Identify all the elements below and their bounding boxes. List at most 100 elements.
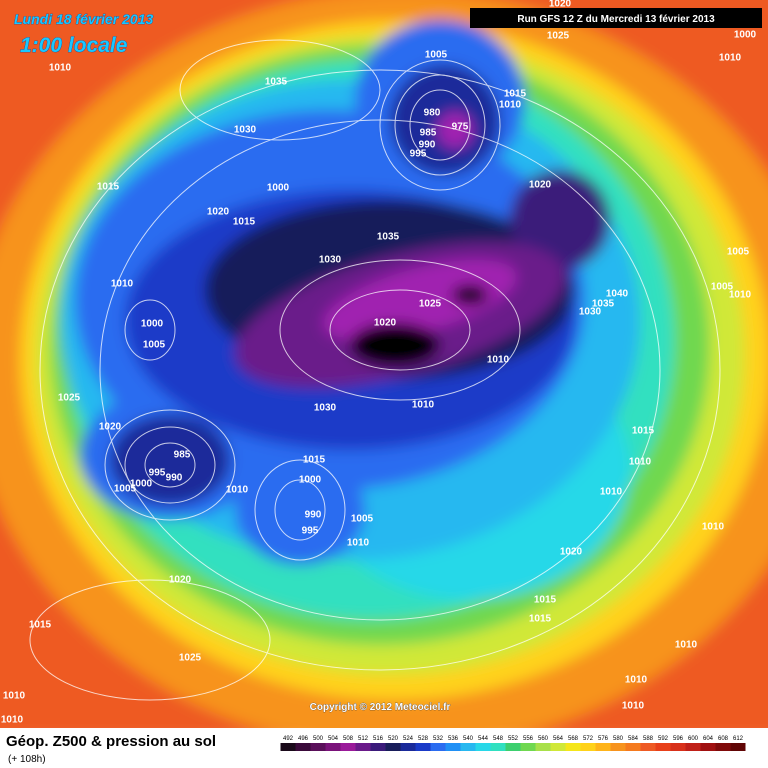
legend-swatch [505,743,521,751]
legend-swatch [610,743,626,751]
isobar-label: 980 [424,108,441,119]
legend-tick-label: 504 [328,736,339,742]
legend-swatch [370,743,386,751]
isobar-label: 1030 [314,403,337,414]
legend-swatch [565,743,581,751]
isobar-label: 1005 [143,340,166,351]
isobar-label: 1010 [499,100,522,111]
legend-tick-label: 512 [358,736,369,742]
legend-tick-label: 568 [568,736,579,742]
legend-tick-label: 608 [718,736,729,742]
legend-tick-label: 516 [373,736,384,742]
legend-tick-label: 580 [613,736,624,742]
legend-tick-label: 572 [583,736,594,742]
legend-swatch [520,743,536,751]
legend-swatch [490,743,506,751]
isobar-label: 1015 [97,182,120,193]
isobar-label: 985 [174,450,191,461]
isobar-label: 1005 [351,514,374,525]
legend-swatch [400,743,416,751]
isobar-label: 990 [166,473,183,484]
isobar-label: 1020 [207,207,230,218]
legend-swatch [430,743,446,751]
isobar-label: 1025 [58,393,81,404]
legend-tick-label: 560 [538,736,549,742]
isobar-label: 1020 [529,180,552,191]
legend-tick-label: 584 [628,736,639,742]
color-legend: 492 496 500 504 508 512 516 520 524 528 532 536 540 5… [280,736,746,751]
isobar-label: 990 [419,140,436,151]
legend-swatch [340,743,356,751]
legend-tick-label: 508 [343,736,354,742]
copyright: Copyright © 2012 Meteociel.fr [310,702,451,713]
isobar-label: 1010 [675,640,698,651]
isobar-label: 1020 [374,318,397,329]
isobar-label: 1000 [267,183,290,194]
isobar-label: 1040 [606,289,629,300]
legend-swatch [355,743,371,751]
footer-title: Géop. Z500 & pression au sol [6,733,216,750]
legend-swatch [415,743,431,751]
isobar-label: 1020 [99,422,122,433]
legend-swatch [730,743,746,751]
legend-swatch [325,743,341,751]
isobar-label: 1025 [547,31,570,42]
isobar-label: 1035 [592,299,615,310]
isobar-label: 1000 [141,319,164,330]
isobar-label: 1015 [29,620,52,631]
legend-tick-label: 596 [673,736,684,742]
isobar-label: 1030 [234,125,257,136]
isobar-label: 995 [410,149,427,160]
isobar-label: 1010 [629,457,652,468]
legend-tick-label: 496 [298,736,309,742]
legend-tick-label: 576 [598,736,609,742]
isobar-label: 1000 [734,30,757,41]
isobar-label: 975 [452,122,469,133]
isobar-label: 1010 [600,487,623,498]
isobar-label: 1010 [49,63,72,74]
isobar-label: 1015 [529,614,552,625]
isobar-label: 1010 [729,290,752,301]
isobars [29,39,721,701]
legend-swatch [715,743,731,751]
legend-tick-label: 536 [448,736,459,742]
legend-swatch [700,743,716,751]
forecast-lead: (+ 108h) [8,754,46,765]
legend-tick-label: 548 [493,736,504,742]
run-info: Run GFS 12 Z du Mercredi 13 février 2013 [517,14,715,25]
isobar-label: 1015 [534,595,557,606]
run-box [470,8,762,28]
isobar-label: 1005 [711,282,734,293]
isobar-label: 1000 [299,475,322,486]
isobar-label: 1010 [622,701,645,712]
legend-tick-label: 492 [283,736,294,742]
isobar-label: 990 [305,510,322,521]
geopotential-field [0,0,768,750]
legend-tick-label: 532 [433,736,444,742]
legend-swatch [535,743,551,751]
legend-swatch [670,743,686,751]
isobar-label: 1025 [179,653,202,664]
isobar-label: 1035 [377,232,400,243]
isobar-label: 1005 [114,484,137,495]
legend-tick-label: 564 [553,736,564,742]
legend-tick-label: 612 [733,736,744,742]
legend-tick-label: 592 [658,736,669,742]
isobar-label: 1010 [625,675,648,686]
isobar-label: 1010 [487,355,510,366]
legend-tick-label: 528 [418,736,429,742]
legend-tick-label: 520 [388,736,399,742]
legend-tick-label: 544 [478,736,489,742]
isobar-label: 1030 [579,307,602,318]
legend-swatch [685,743,701,751]
isobar-label: 1010 [3,691,26,702]
forecast-date: Lundi 18 février 2013 [14,11,154,27]
isobar-label: 1010 [702,522,725,533]
isobar-label: 1010 [719,53,742,64]
isobar-label: 1020 [549,0,572,10]
isobar-label: 985 [420,128,437,139]
legend-swatch [475,743,491,751]
legend-swatch [580,743,596,751]
forecast-time: 1:00 locale [20,34,128,57]
isobar-label: 1030 [319,255,342,266]
